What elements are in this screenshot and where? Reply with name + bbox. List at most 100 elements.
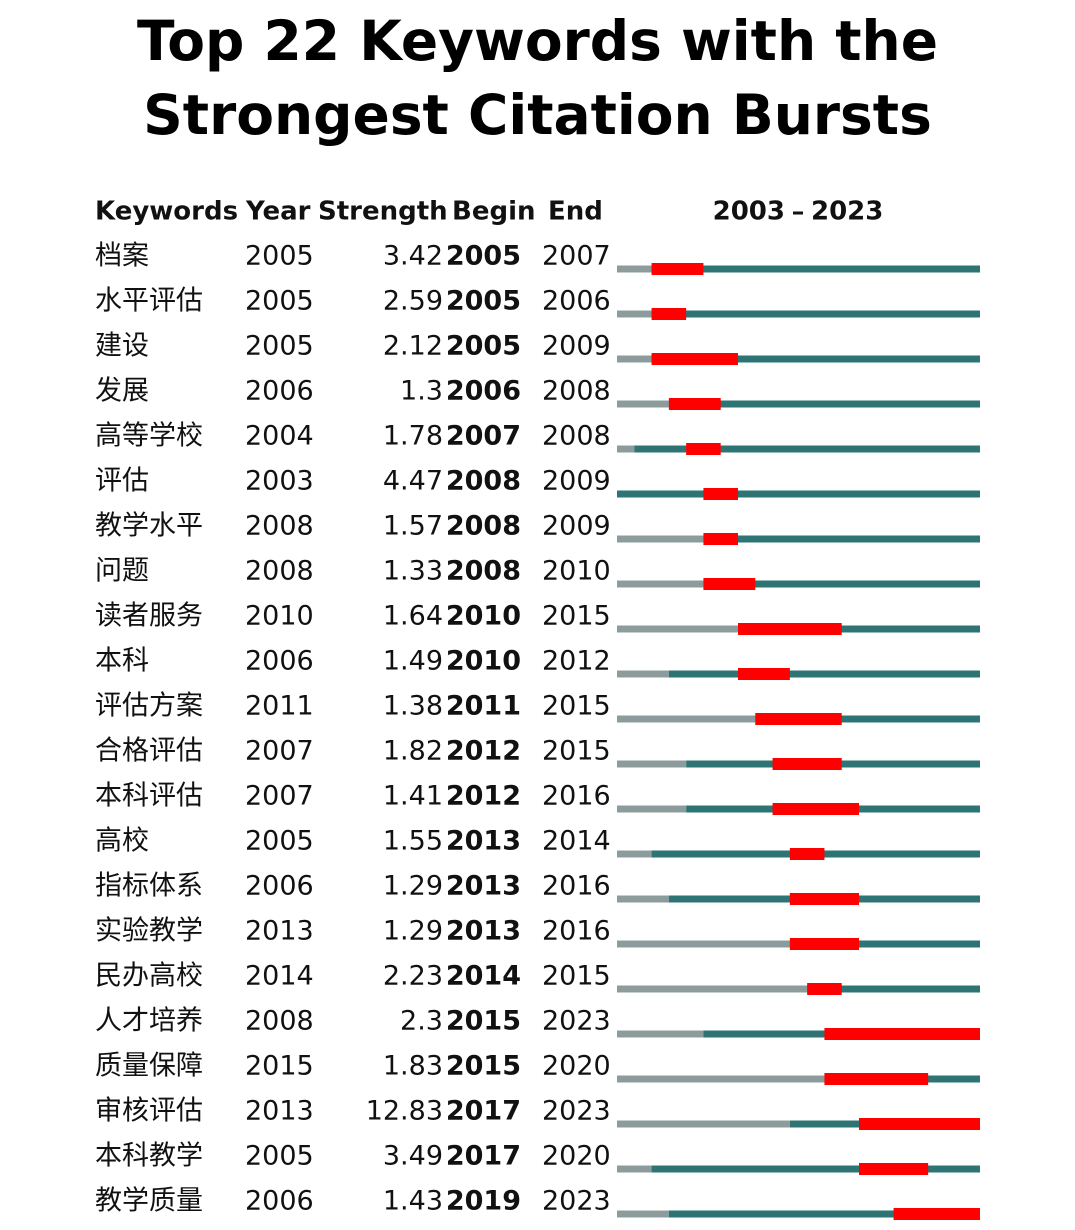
active-period [651,1165,980,1173]
strength: 1.64 [383,601,443,632]
end: 2014 [542,826,611,857]
burst [859,1163,929,1175]
keyword: 指标体系 [95,871,203,902]
active-period [651,355,980,363]
strength: 1.38 [383,691,443,722]
timeline-end: 2023 [811,197,883,227]
header-end: End [548,197,603,227]
year: 2007 [245,781,314,812]
keyword: 合格评估 [95,736,203,767]
end: 2020 [542,1141,611,1172]
year: 2013 [245,916,314,947]
pre-period [617,940,790,948]
strength: 1.82 [383,736,443,767]
active-period [617,490,980,498]
end: 2009 [542,466,611,497]
begin: 2012 [446,781,521,812]
pre-period [617,1210,669,1218]
keyword: 实验教学 [95,916,203,947]
pre-period [617,355,652,363]
begin: 2014 [446,961,521,992]
strength: 2.23 [383,961,443,992]
begin: 2011 [446,691,521,722]
active-period [634,445,980,453]
active-period [668,1210,980,1218]
year: 2005 [245,241,314,272]
pre-period [617,850,652,858]
pre-period [617,985,808,993]
keyword: 水平评估 [95,286,203,317]
keyword: 本科教学 [95,1141,203,1172]
keyword: 人才培养 [95,1006,203,1037]
keyword: 读者服务 [95,601,203,632]
active-period [755,715,980,723]
active-period [668,400,980,408]
keyword: 高等学校 [95,421,203,452]
active-period [651,265,980,273]
year: 2015 [245,1051,314,1082]
year: 2007 [245,736,314,767]
strength: 2.12 [383,331,443,362]
pre-period [617,535,704,543]
strength: 12.83 [366,1096,443,1127]
burst [789,893,859,905]
pre-period [617,1165,652,1173]
end: 2012 [542,646,611,677]
strength: 2.3 [400,1006,443,1037]
strength: 1.83 [383,1051,443,1082]
timeline-start: 2003 [713,197,785,227]
year: 2005 [245,826,314,857]
burst [703,488,738,500]
end: 2020 [542,1051,611,1082]
active-period [807,985,980,993]
pre-period [617,445,635,453]
active-period [789,940,980,948]
burst [651,263,704,275]
begin: 2013 [446,871,521,902]
header-strength: Strength [318,197,448,227]
begin: 2013 [446,826,521,857]
strength: 4.47 [383,466,443,497]
begin: 2005 [446,331,521,362]
burst [738,623,842,635]
pre-period [617,310,652,318]
burst [789,848,825,860]
burst [651,353,738,365]
burst [772,758,842,770]
keyword: 教学质量 [95,1186,203,1217]
keyword: 民办高校 [95,961,203,992]
keyword: 教学水平 [95,511,203,542]
keyword: 建设 [95,331,149,362]
keyword: 审核评估 [95,1096,203,1127]
end: 2006 [542,286,611,317]
year: 2004 [245,421,314,452]
burst [772,803,859,815]
end: 2007 [542,241,611,272]
strength: 1.29 [383,916,443,947]
burst [824,1073,929,1085]
strength: 1.49 [383,646,443,677]
begin: 2012 [446,736,521,767]
year: 2010 [245,601,314,632]
year: 2008 [245,1006,314,1037]
burst [755,713,842,725]
year: 2005 [245,1141,314,1172]
keyword: 档案 [95,241,149,272]
burst [824,1028,980,1040]
pre-period [617,1075,825,1083]
year: 2005 [245,331,314,362]
begin: 2017 [446,1141,521,1172]
header-begin: Begin [452,197,535,227]
strength: 1.41 [383,781,443,812]
strength: 3.49 [383,1141,443,1172]
strength: 1.29 [383,871,443,902]
burst [738,668,790,680]
year: 2014 [245,961,314,992]
begin: 2013 [446,916,521,947]
begin: 2019 [446,1186,521,1217]
strength: 3.42 [383,241,443,272]
year: 2006 [245,1186,314,1217]
burst [893,1208,980,1220]
